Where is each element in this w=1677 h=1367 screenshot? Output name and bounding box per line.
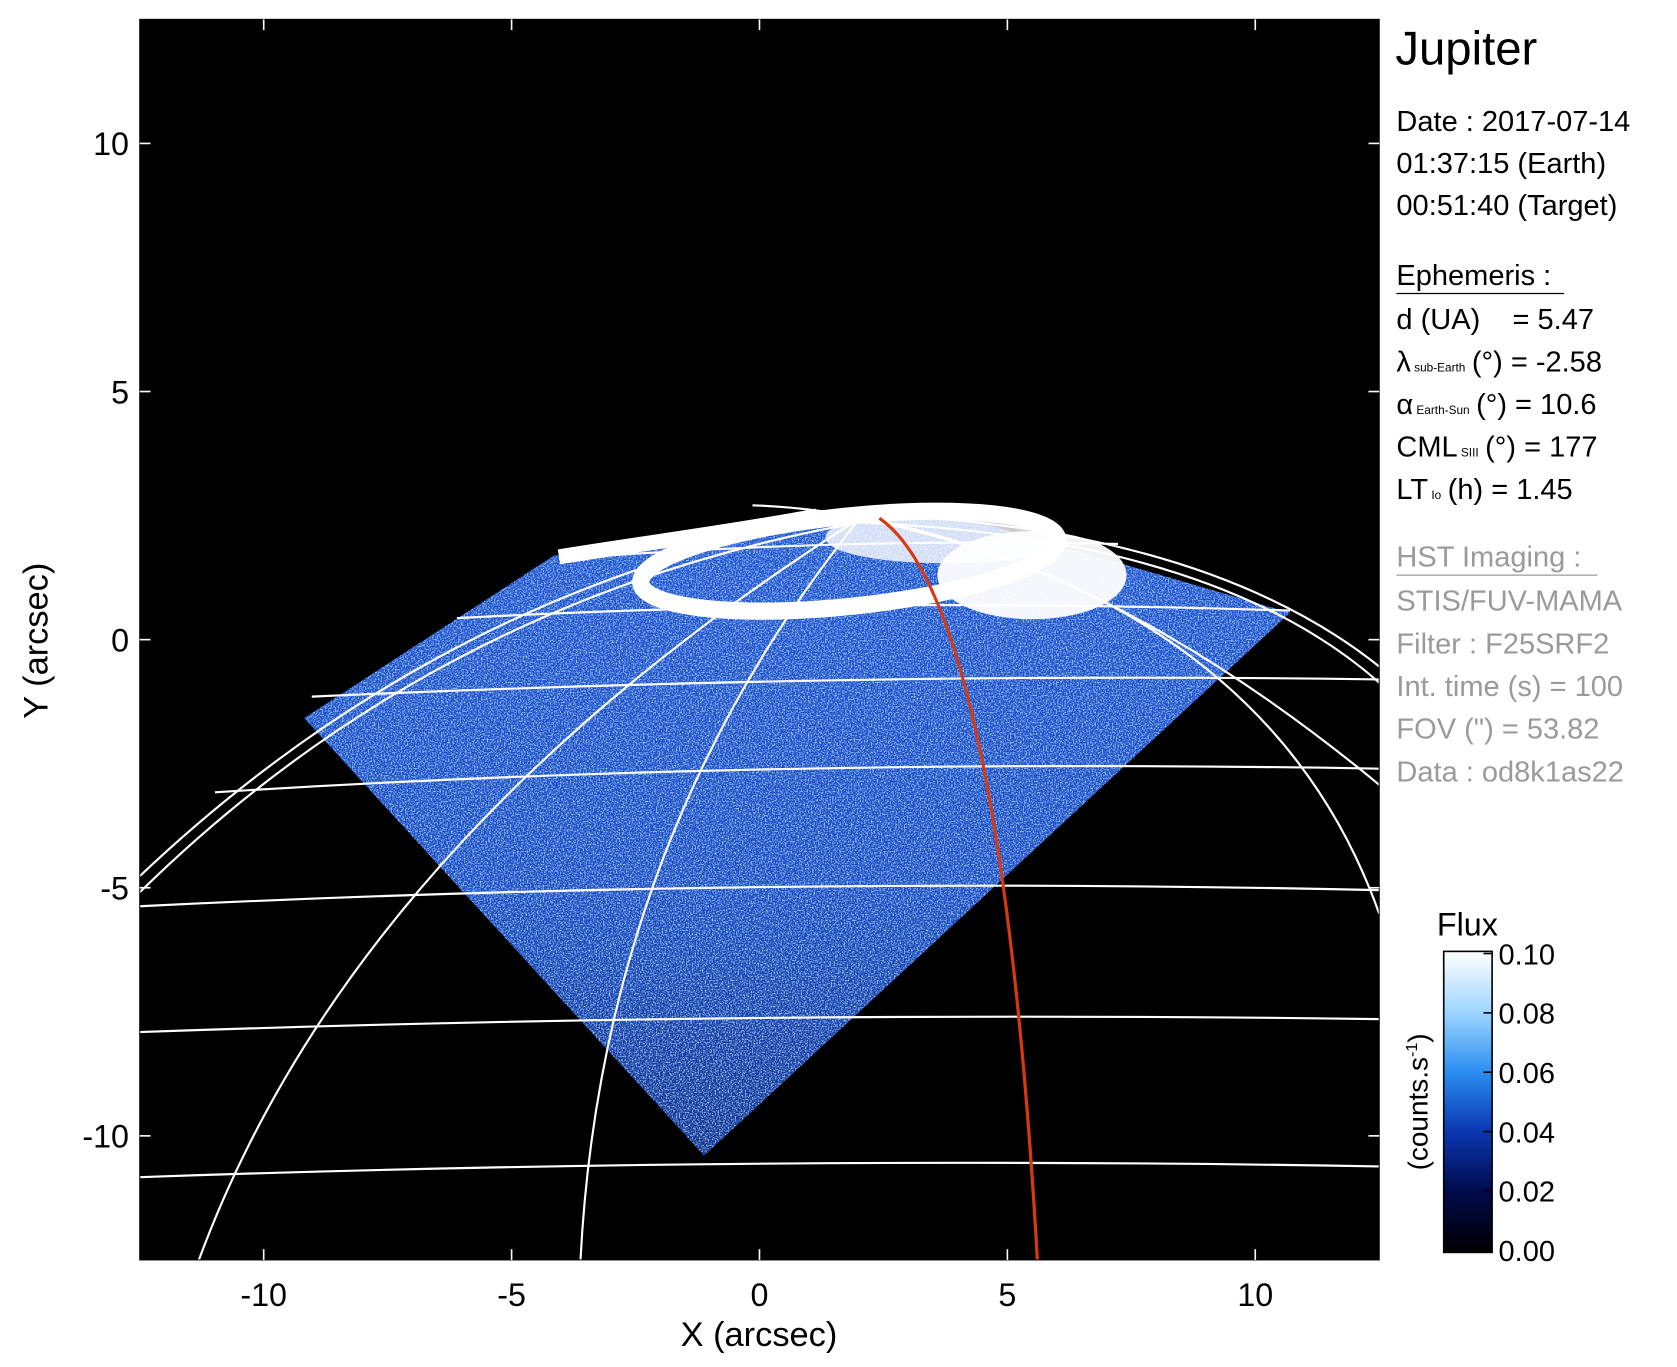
ephemeris-line: λ sub-Earth (°) = -2.58 bbox=[1396, 346, 1602, 378]
imaging-line: Data : od8k1as22 bbox=[1396, 756, 1623, 788]
observation-line: 01:37:15 (Earth) bbox=[1396, 148, 1606, 180]
imaging-header: HST Imaging : bbox=[1396, 542, 1581, 574]
ephemeris-symbol: LT bbox=[1396, 474, 1428, 506]
colorbar-tick-label: 0.08 bbox=[1499, 999, 1555, 1031]
x-tick-label: 0 bbox=[751, 1277, 769, 1313]
ephemeris-symbol: CML bbox=[1396, 431, 1457, 463]
ephemeris-line: CML SIII (°) = 177 bbox=[1396, 431, 1597, 463]
colorbar-label: Flux bbox=[1437, 906, 1498, 942]
ephemeris-value: (°) = 177 bbox=[1485, 431, 1597, 463]
y-tick-label: -5 bbox=[100, 871, 129, 907]
x-tick-label: 10 bbox=[1237, 1277, 1273, 1313]
colorbar bbox=[1442, 950, 1493, 1254]
ephemeris-symbol: α bbox=[1396, 389, 1413, 421]
colorbar-unit: (counts.s-1) bbox=[1403, 1033, 1434, 1170]
ephemeris-subscript: SIII bbox=[1461, 445, 1479, 459]
central-meridian bbox=[878, 516, 1039, 1260]
y-axis-label: Y (arcsec) bbox=[17, 563, 55, 719]
imaging-line: STIS/FUV-MAMA bbox=[1396, 586, 1622, 618]
unit-text: ) bbox=[1403, 1033, 1434, 1042]
ephemeris-symbol: λ bbox=[1396, 346, 1411, 378]
unit-superscript: -1 bbox=[1403, 1043, 1421, 1057]
chart-title: Jupiter bbox=[1395, 23, 1537, 76]
colorbar-tick-label: 0.06 bbox=[1499, 1058, 1555, 1090]
ephemeris-line: α Earth-Sun (°) = 10.6 bbox=[1396, 389, 1596, 421]
ephemeris-value: (°) = -2.58 bbox=[1472, 346, 1602, 378]
colorbar-tick-label: 0.04 bbox=[1499, 1117, 1555, 1149]
colorbar-tick-label: 0.02 bbox=[1499, 1177, 1555, 1209]
imaging-line: FOV (") = 53.82 bbox=[1396, 714, 1599, 746]
y-tick-label: 0 bbox=[111, 622, 129, 658]
image-content bbox=[139, 502, 1380, 1260]
ephemeris-value: = 5.47 bbox=[1513, 304, 1594, 336]
x-tick-label: -5 bbox=[497, 1277, 526, 1313]
imaging-line: Int. time (s) = 100 bbox=[1396, 671, 1623, 703]
y-tick-label: 10 bbox=[93, 126, 129, 162]
y-tick-label: -10 bbox=[82, 1119, 129, 1155]
ephemeris-subscript: Io bbox=[1431, 488, 1441, 502]
ephemeris-line: LT Io (h) = 1.45 bbox=[1396, 474, 1572, 506]
x-tick-label: -10 bbox=[240, 1277, 287, 1313]
observation-line: Date : 2017-07-14 bbox=[1396, 106, 1630, 138]
x-tick-label: 5 bbox=[998, 1277, 1016, 1313]
observation-line: 00:51:40 (Target) bbox=[1396, 190, 1617, 222]
ephemeris-value: (°) = 10.6 bbox=[1476, 389, 1596, 421]
info-panel: Date : 2017-07-14 01:37:15 (Earth) 00:51:4… bbox=[1396, 106, 1630, 788]
colorbar-tick-label: 0.10 bbox=[1499, 939, 1555, 971]
imaging-line: Filter : F25SRF2 bbox=[1396, 628, 1609, 660]
ephemeris-header: Ephemeris : bbox=[1396, 260, 1551, 292]
planet-grid bbox=[139, 504, 1380, 1260]
ephemeris-symbol: d (UA) bbox=[1396, 304, 1480, 336]
colorbar-tick-label: 0.00 bbox=[1499, 1236, 1555, 1268]
ephemeris-value: (h) = 1.45 bbox=[1448, 474, 1573, 506]
ephemeris-subscript: Earth-Sun bbox=[1416, 403, 1469, 417]
ephemeris-subscript: sub-Earth bbox=[1414, 360, 1465, 374]
x-axis-label: X (arcsec) bbox=[681, 1316, 838, 1354]
y-tick-label: 5 bbox=[111, 374, 129, 410]
ephemeris-line: d (UA) = 5.47 bbox=[1396, 304, 1594, 336]
unit-text: (counts.s bbox=[1403, 1057, 1434, 1170]
